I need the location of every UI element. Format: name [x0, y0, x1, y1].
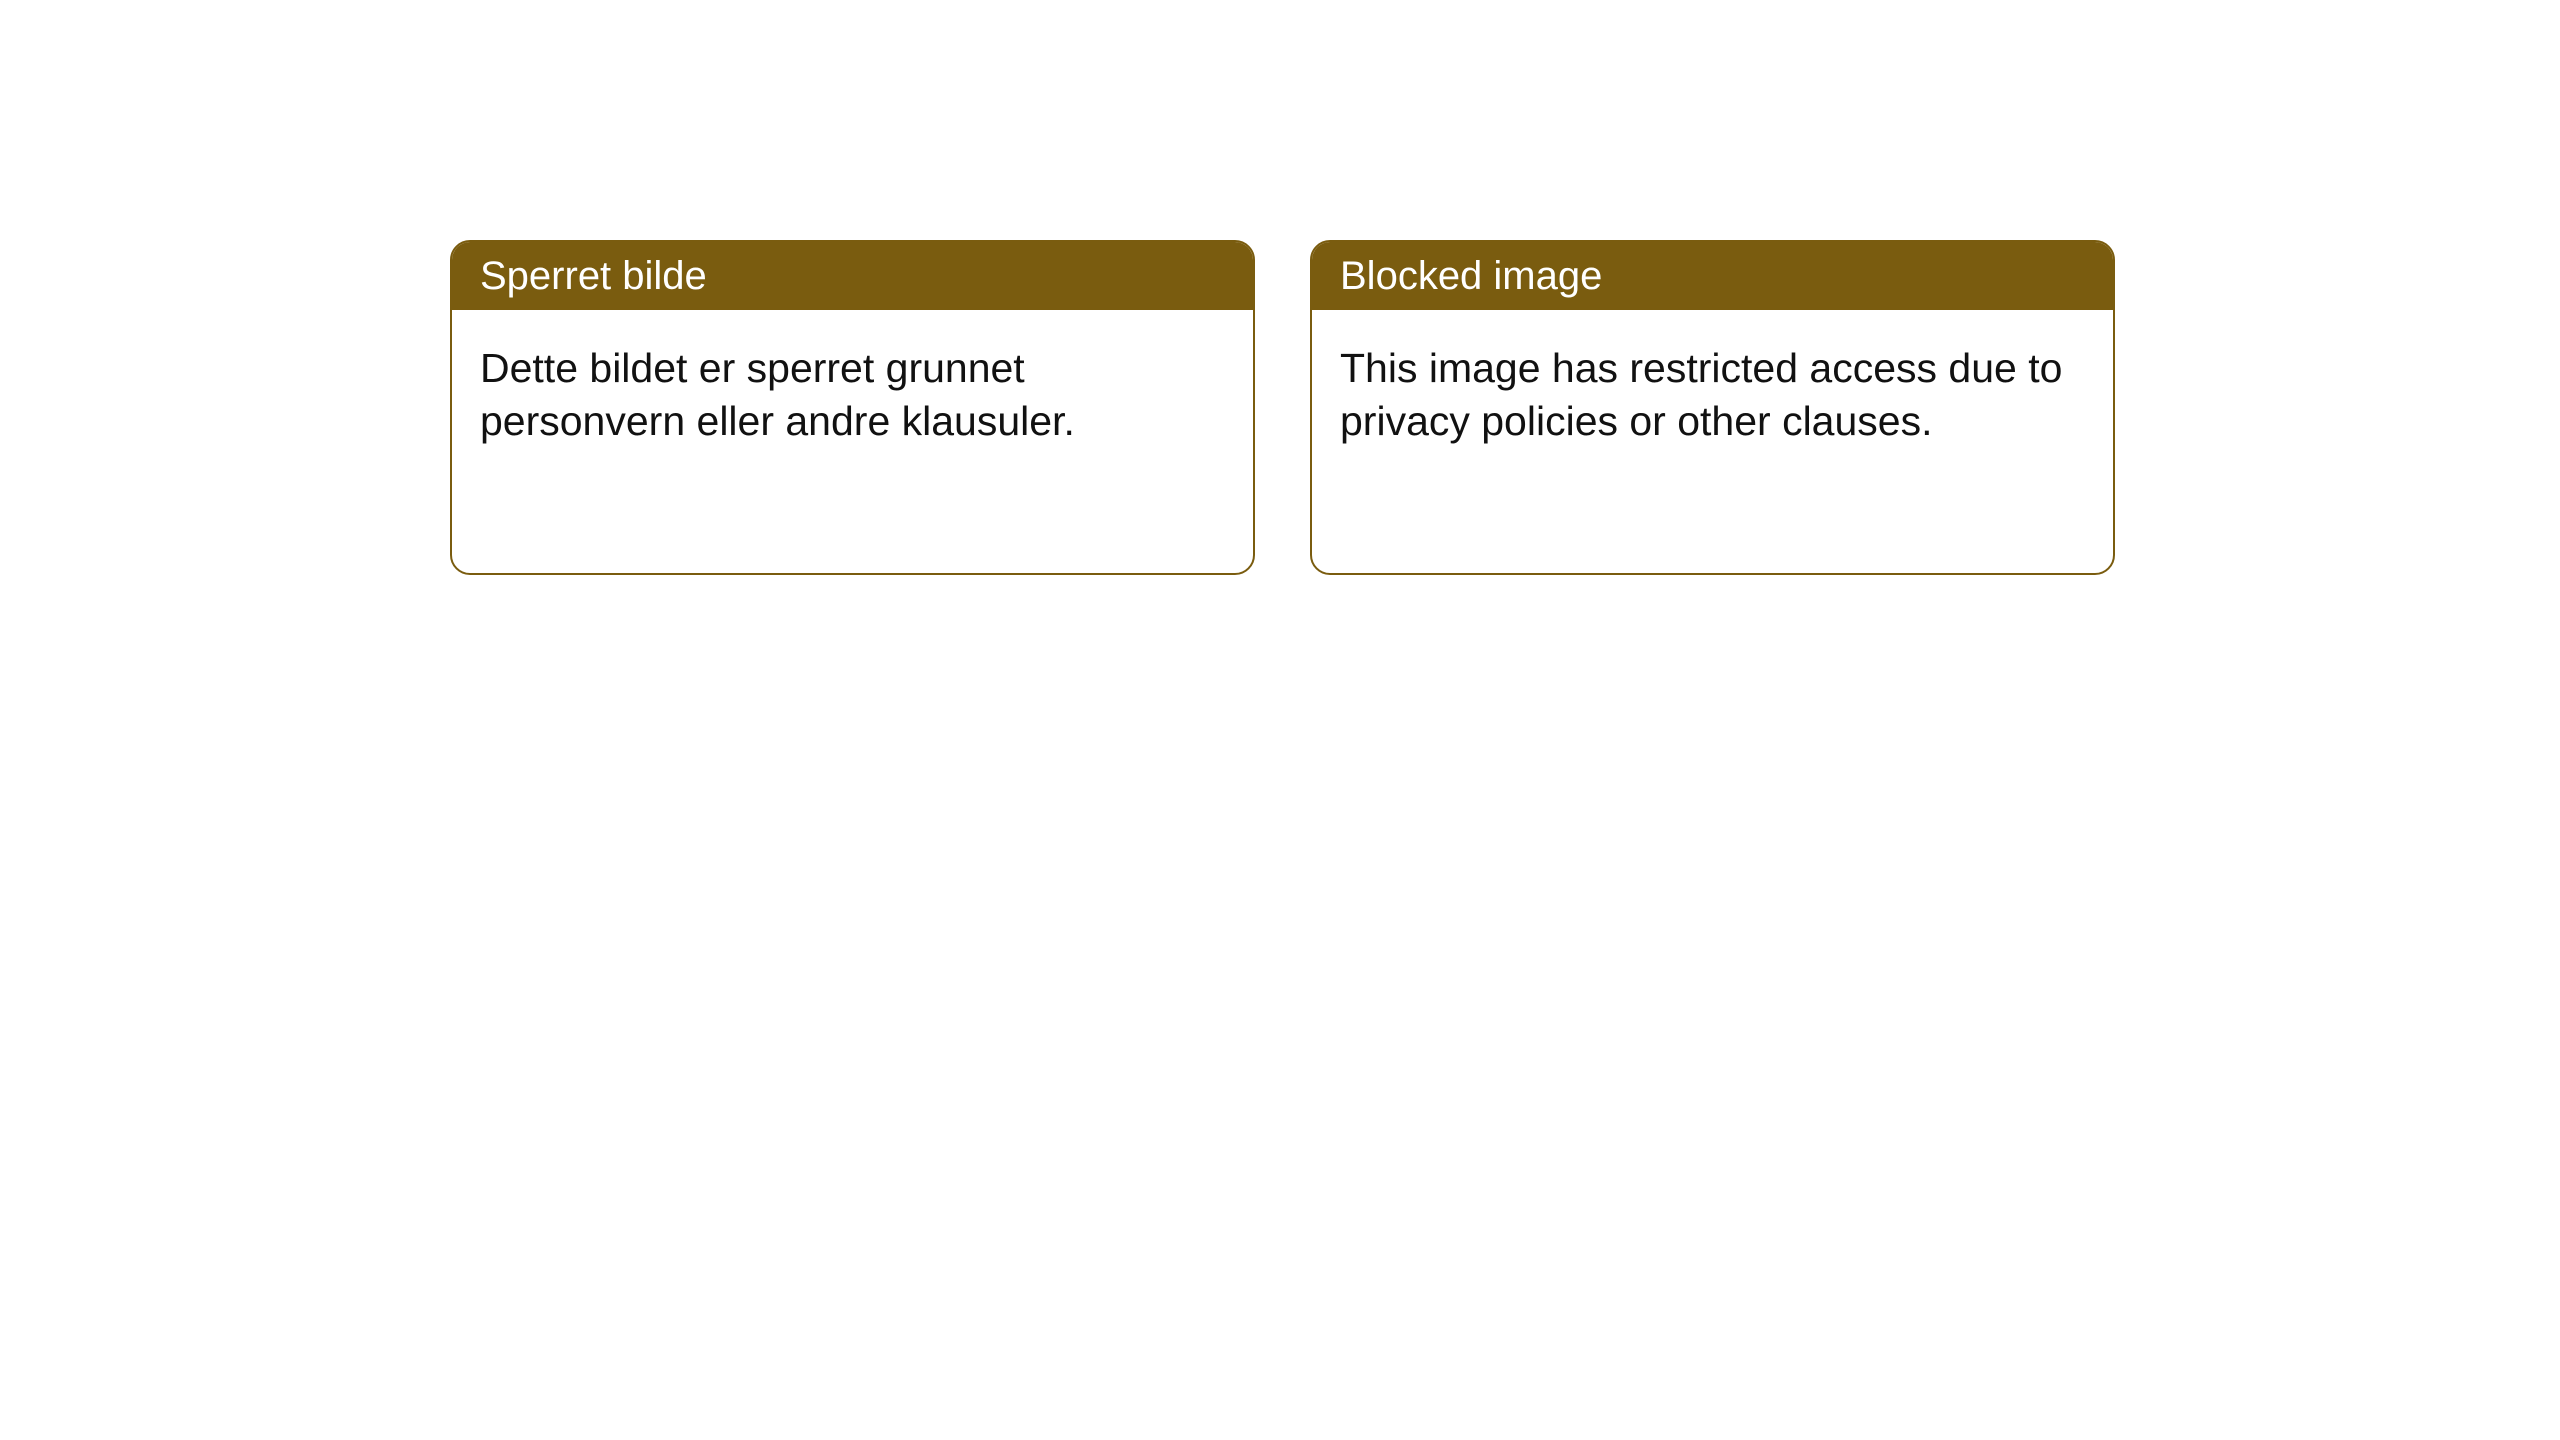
notice-header-english: Blocked image [1312, 242, 2113, 310]
notice-body-norwegian: Dette bildet er sperret grunnet personve… [452, 310, 1253, 477]
notice-card-norwegian: Sperret bilde Dette bildet er sperret gr… [450, 240, 1255, 575]
notice-body-english: This image has restricted access due to … [1312, 310, 2113, 477]
notice-card-english: Blocked image This image has restricted … [1310, 240, 2115, 575]
notice-header-norwegian: Sperret bilde [452, 242, 1253, 310]
blocked-image-notices: Sperret bilde Dette bildet er sperret gr… [450, 240, 2560, 575]
